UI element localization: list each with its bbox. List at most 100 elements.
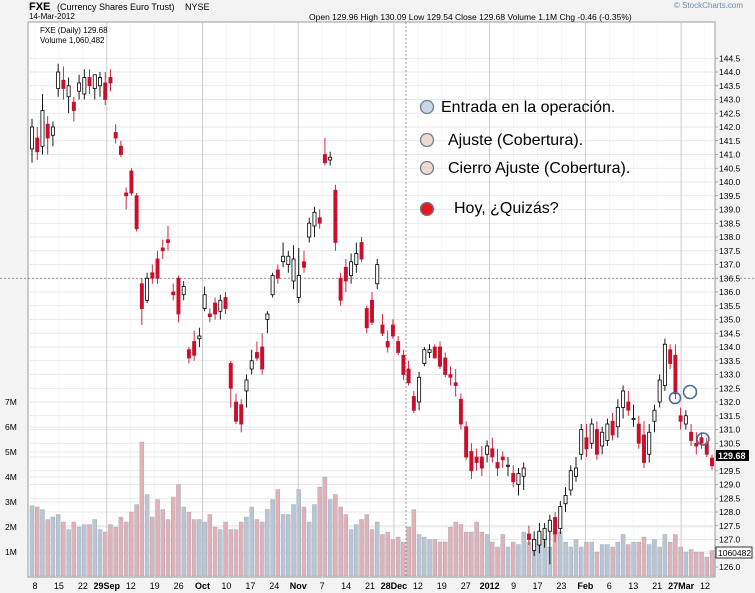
down-candle-body <box>338 277 343 301</box>
price-tick-label: 138.5 <box>719 218 741 228</box>
candle <box>448 366 453 386</box>
candle <box>197 327 202 347</box>
down-candle-body <box>108 77 113 84</box>
candle <box>589 418 594 449</box>
volume-bar <box>259 521 265 577</box>
candle <box>307 217 312 243</box>
down-candle-body <box>594 429 599 455</box>
candle <box>61 66 66 100</box>
up-candle-body <box>145 277 150 301</box>
up-candle-body <box>270 275 275 296</box>
candle <box>375 259 380 290</box>
candle <box>150 264 155 284</box>
volume-bar <box>463 531 469 577</box>
down-candle-body <box>45 123 50 139</box>
candle <box>479 446 484 477</box>
volume-bar <box>35 506 40 577</box>
candle <box>92 74 97 100</box>
down-candle-body <box>490 448 495 458</box>
volume-bar <box>202 521 207 577</box>
volume-bar <box>265 509 270 577</box>
up-candle-body <box>547 519 552 532</box>
volume-bars <box>29 441 715 577</box>
candle <box>574 457 578 482</box>
volume-bar <box>40 509 45 577</box>
price-tick-label: 136.0 <box>719 287 741 297</box>
candle <box>71 96 76 122</box>
candle <box>579 424 584 460</box>
candle <box>296 248 301 303</box>
up-candle-body <box>516 473 521 485</box>
down-candle-body <box>453 382 458 386</box>
candle <box>291 245 296 290</box>
candle <box>45 116 50 155</box>
candle <box>134 193 139 232</box>
volume-bar <box>437 541 443 577</box>
down-candle-body <box>260 346 265 370</box>
x-tick-label: Feb <box>577 581 594 591</box>
volume-bar <box>662 534 668 577</box>
candle <box>406 360 411 386</box>
x-tick-label: 14 <box>341 581 351 591</box>
price-tick-label: 130.5 <box>719 438 741 448</box>
candle <box>490 437 495 463</box>
volume-bar <box>312 504 317 577</box>
up-candle-body <box>506 464 510 467</box>
price-tick-label: 142.0 <box>719 122 741 132</box>
down-candle-body <box>160 247 165 252</box>
symbol-label: FXE <box>29 1 51 13</box>
candle <box>558 501 563 534</box>
down-candle-body <box>207 313 212 318</box>
candle <box>464 421 469 460</box>
down-candle-body <box>239 404 244 425</box>
up-candle-body <box>286 255 291 265</box>
down-candle-body <box>359 242 364 260</box>
volume-bar <box>568 546 573 577</box>
price-tick-label: 131.5 <box>719 411 741 421</box>
up-candle-body <box>422 349 427 364</box>
down-candle-body <box>411 396 416 411</box>
candle <box>118 140 123 158</box>
down-candle-body <box>626 401 631 411</box>
down-candle-body <box>479 456 484 469</box>
down-candle-body <box>511 473 516 483</box>
up-candle-body <box>281 255 286 263</box>
date-axis: 8 15 22 29Sep 12 19 26 Oct 10 17 24 Nov 7 14 21 28Dec 12… <box>32 581 710 591</box>
x-tick-label: 17 <box>245 581 255 591</box>
volume-bar <box>699 551 704 577</box>
volume-bar <box>411 509 417 577</box>
down-candle-body <box>155 258 160 279</box>
volume-bar <box>416 534 422 577</box>
volume-bar <box>244 516 249 577</box>
volume-bar <box>406 526 411 577</box>
price-tick-label: 137.0 <box>719 260 741 270</box>
x-tick-label: 7 <box>320 581 325 591</box>
last-volume-marker: 1060482 <box>715 546 753 559</box>
candle <box>286 250 291 273</box>
x-tick-label: 10 <box>221 581 231 591</box>
candle <box>50 121 55 147</box>
volume-bar <box>364 514 369 577</box>
volume-bar <box>558 531 563 577</box>
x-tick-label: 24 <box>269 581 279 591</box>
volume-tick-label: 2M <box>5 522 17 532</box>
candle <box>610 413 615 441</box>
x-tick-label: 19 <box>437 581 447 591</box>
candle <box>427 344 432 358</box>
candle <box>228 360 233 408</box>
up-candle-body <box>537 530 542 546</box>
candle <box>66 77 71 114</box>
up-candle-body <box>30 126 34 150</box>
candle <box>254 341 259 361</box>
up-candle-body <box>328 156 333 161</box>
candle <box>683 410 688 430</box>
candle <box>56 63 61 97</box>
price-tick-label: 141.5 <box>719 136 741 146</box>
price-tick-label: 127.5 <box>719 521 741 531</box>
price-tick-label: 143.0 <box>719 95 741 105</box>
up-candle-body <box>375 264 380 285</box>
up-candle-body <box>244 379 249 392</box>
down-candle-body <box>636 423 641 444</box>
last-price-marker: 129.68 <box>716 450 749 461</box>
down-candle-body <box>553 517 558 535</box>
